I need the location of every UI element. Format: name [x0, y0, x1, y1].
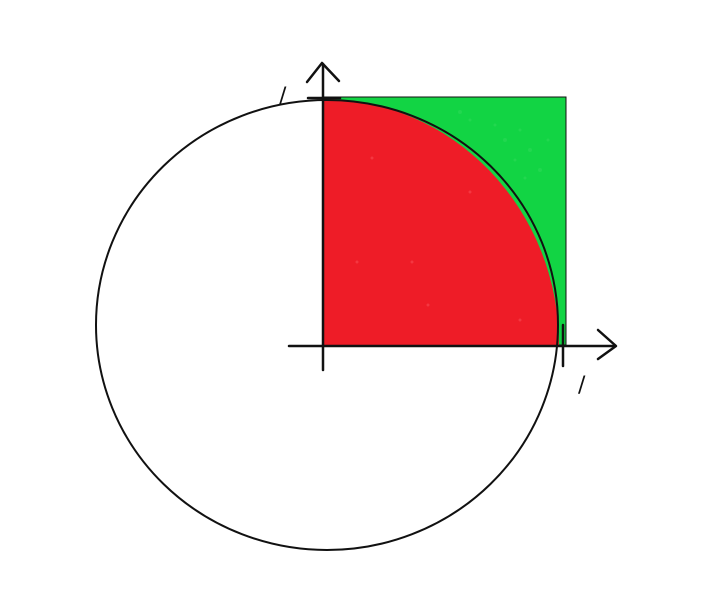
disk-texture [355, 156, 522, 322]
x-axis-arrowhead [596, 328, 618, 361]
y-axis-arrowhead [305, 61, 341, 84]
circle-outline [95, 99, 559, 551]
quarter-disk [323, 99, 559, 345]
square-texture [458, 110, 550, 180]
y-unit-label: / [279, 84, 287, 109]
x-unit-label: / [578, 373, 586, 398]
